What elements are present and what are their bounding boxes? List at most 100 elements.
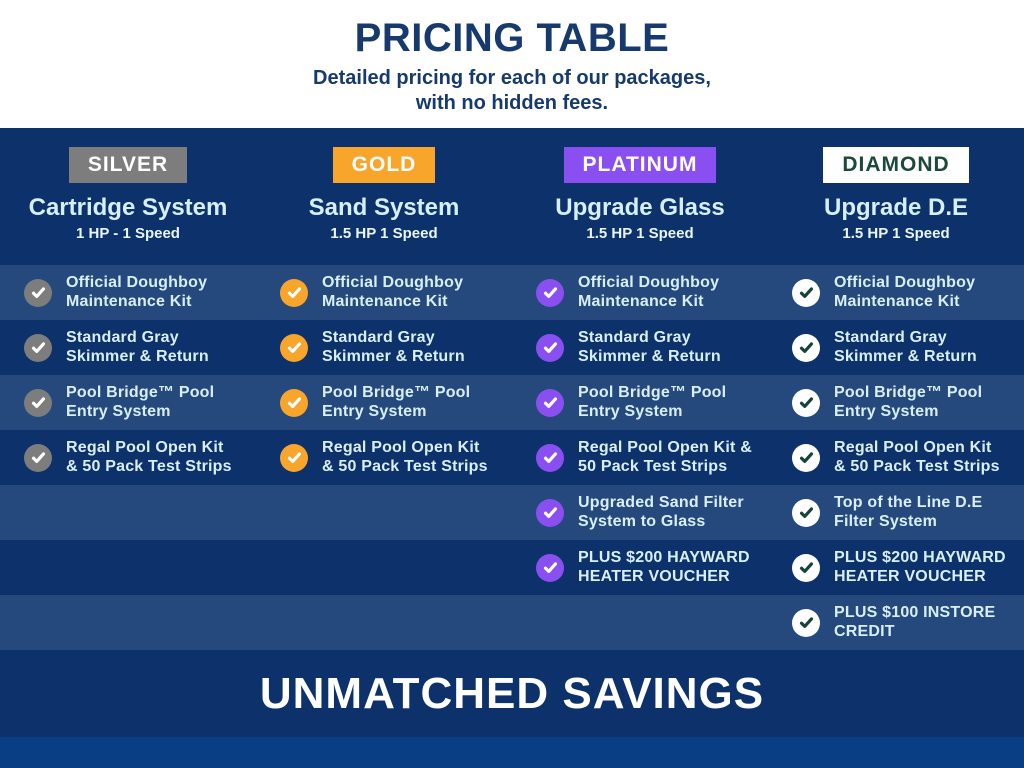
check-icon [24,443,52,472]
column-header-platinum: PLATINUM Upgrade Glass 1.5 HP 1 Speed [512,128,768,265]
column-header-gold: GOLD Sand System 1.5 HP 1 Speed [256,128,512,265]
feature-row-5: Upgraded Sand Filter System to Glass Top… [0,485,1024,540]
feature-label: Regal Pool Open Kit & 50 Pack Test Strip… [66,439,232,475]
tier-badge-platinum: PLATINUM [563,147,717,183]
feature-label: Pool Bridge™ Pool Entry System [322,384,471,420]
feature-label: Official Doughboy Maintenance Kit [322,274,464,310]
empty-cell [256,540,512,595]
feature-cell: Pool Bridge™ Pool Entry System [768,375,1024,430]
column-headers: SILVER Cartridge System 1 HP - 1 Speed G… [0,128,1024,265]
empty-cell [0,595,256,650]
feature-cell: Pool Bridge™ Pool Entry System [512,375,768,430]
feature-cell: Standard Gray Skimmer & Return [0,320,256,375]
check-icon [536,498,564,527]
check-icon [24,333,52,362]
feature-cell: Upgraded Sand Filter System to Glass [512,485,768,540]
column-spec: 1.5 HP 1 Speed [842,225,950,242]
feature-label: PLUS $100 INSTORE CREDIT [834,604,996,640]
feature-label: Standard Gray Skimmer & Return [66,329,209,365]
feature-cell: PLUS $200 HAYWARD HEATER VOUCHER [768,540,1024,595]
feature-label: PLUS $200 HAYWARD HEATER VOUCHER [578,549,750,585]
top-header: PRICING TABLE Detailed pricing for each … [0,0,1024,128]
feature-label: Regal Pool Open Kit & 50 Pack Test Strip… [834,439,1000,475]
feature-cell: PLUS $100 INSTORE CREDIT [768,595,1024,650]
feature-label: Official Doughboy Maintenance Kit [66,274,208,310]
feature-row-3: Pool Bridge™ Pool Entry System Pool Brid… [0,375,1024,430]
feature-cell: Official Doughboy Maintenance Kit [0,265,256,320]
feature-row-7: PLUS $100 INSTORE CREDIT [0,595,1024,650]
empty-cell [0,485,256,540]
feature-cell: Official Doughboy Maintenance Kit [256,265,512,320]
check-icon [536,553,564,582]
check-icon [792,443,820,472]
column-title: Upgrade Glass [555,194,725,221]
check-icon [24,388,52,417]
feature-cell: Official Doughboy Maintenance Kit [512,265,768,320]
feature-cell: Standard Gray Skimmer & Return [256,320,512,375]
feature-label: Standard Gray Skimmer & Return [322,329,465,365]
check-icon [536,333,564,362]
column-spec: 1 HP - 1 Speed [76,225,180,242]
column-title: Sand System [308,194,460,221]
feature-label: Standard Gray Skimmer & Return [834,329,977,365]
feature-cell: Standard Gray Skimmer & Return [512,320,768,375]
tier-badge-gold: GOLD [332,147,436,183]
empty-cell [256,485,512,540]
check-icon [280,333,308,362]
empty-cell [256,595,512,650]
check-icon [792,608,820,637]
feature-label: Pool Bridge™ Pool Entry System [66,384,215,420]
check-icon [536,278,564,307]
feature-cell: Pool Bridge™ Pool Entry System [256,375,512,430]
feature-cell: Top of the Line D.E Filter System [768,485,1024,540]
empty-cell [512,595,768,650]
feature-row-1: Official Doughboy Maintenance Kit Offici… [0,265,1024,320]
feature-label: Regal Pool Open Kit & 50 Pack Test Strip… [322,439,488,475]
feature-label: Top of the Line D.E Filter System [834,494,983,530]
page-title: PRICING TABLE [354,16,670,60]
column-header-diamond: DIAMOND Upgrade D.E 1.5 HP 1 Speed [768,128,1024,265]
page-subtitle: Detailed pricing for each of our package… [313,67,711,114]
check-icon [536,388,564,417]
tier-badge-diamond: DIAMOND [823,147,969,183]
feature-label: Standard Gray Skimmer & Return [578,329,721,365]
savings-banner: UNMATCHED SAVINGS [259,668,765,718]
feature-row-2: Standard Gray Skimmer & Return Standard … [0,320,1024,375]
column-spec: 1.5 HP 1 Speed [330,225,438,242]
check-icon [792,498,820,527]
check-icon [24,278,52,307]
feature-row-6: PLUS $200 HAYWARD HEATER VOUCHER PLUS $2… [0,540,1024,595]
feature-cell: Regal Pool Open Kit & 50 Pack Test Strip… [768,430,1024,485]
feature-label: Pool Bridge™ Pool Entry System [834,384,983,420]
feature-cell: Regal Pool Open Kit & 50 Pack Test Strip… [0,430,256,485]
feature-cell: Official Doughboy Maintenance Kit [768,265,1024,320]
feature-cell: PLUS $200 HAYWARD HEATER VOUCHER [512,540,768,595]
bottom-accent-bar [0,737,1024,768]
feature-label: Official Doughboy Maintenance Kit [834,274,976,310]
check-icon [792,388,820,417]
check-icon [280,443,308,472]
check-icon [280,388,308,417]
feature-label: Regal Pool Open Kit & 50 Pack Test Strip… [578,439,752,475]
feature-cell: Regal Pool Open Kit & 50 Pack Test Strip… [256,430,512,485]
check-icon [792,333,820,362]
check-icon [792,553,820,582]
check-icon [792,278,820,307]
check-icon [280,278,308,307]
feature-cell: Pool Bridge™ Pool Entry System [0,375,256,430]
column-header-silver: SILVER Cartridge System 1 HP - 1 Speed [0,128,256,265]
feature-cell: Regal Pool Open Kit & 50 Pack Test Strip… [512,430,768,485]
tier-badge-silver: SILVER [68,147,188,183]
pricing-table: SILVER Cartridge System 1 HP - 1 Speed G… [0,128,1024,768]
feature-label: Official Doughboy Maintenance Kit [578,274,720,310]
column-title: Cartridge System [28,194,228,221]
feature-cell: Standard Gray Skimmer & Return [768,320,1024,375]
column-spec: 1.5 HP 1 Speed [586,225,694,242]
feature-label: Pool Bridge™ Pool Entry System [578,384,727,420]
feature-label: PLUS $200 HAYWARD HEATER VOUCHER [834,549,1006,585]
empty-cell [0,540,256,595]
feature-row-4: Regal Pool Open Kit & 50 Pack Test Strip… [0,430,1024,485]
feature-label: Upgraded Sand Filter System to Glass [578,494,744,530]
column-title: Upgrade D.E [823,194,969,221]
